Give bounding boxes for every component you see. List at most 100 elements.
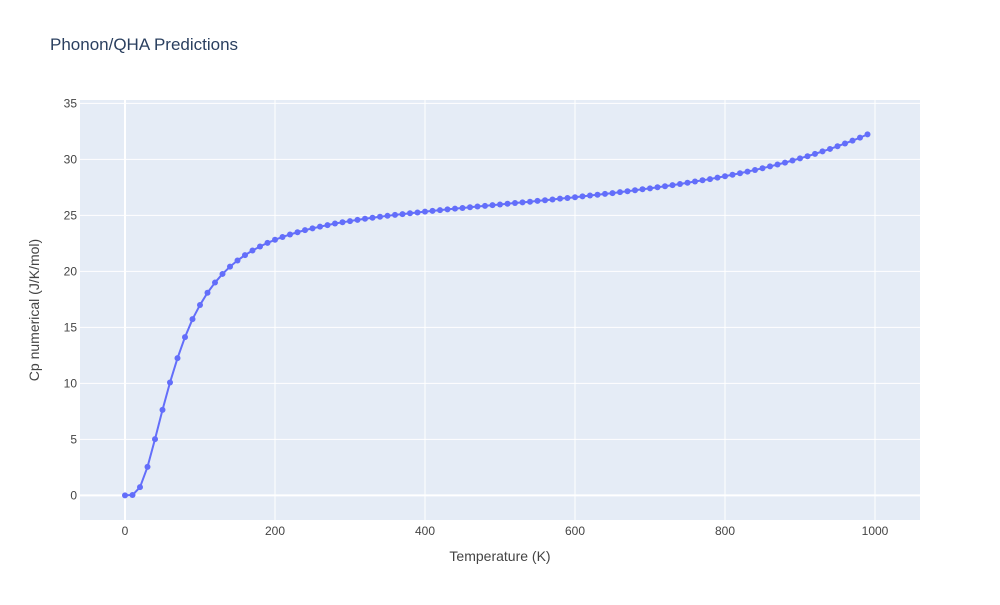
data-point[interactable]: [819, 148, 826, 155]
data-point[interactable]: [587, 192, 593, 199]
data-point[interactable]: [699, 177, 706, 184]
data-point[interactable]: [437, 207, 443, 214]
data-point[interactable]: [189, 316, 196, 323]
data-point[interactable]: [467, 204, 473, 211]
data-point[interactable]: [129, 492, 136, 499]
data-point[interactable]: [542, 197, 548, 204]
data-point[interactable]: [384, 212, 391, 219]
data-point[interactable]: [257, 243, 263, 250]
data-point[interactable]: [392, 211, 398, 218]
data-point[interactable]: [287, 231, 293, 238]
data-point[interactable]: [692, 178, 698, 185]
data-point[interactable]: [429, 207, 436, 214]
data-point[interactable]: [774, 161, 781, 168]
data-point[interactable]: [234, 257, 241, 264]
data-point[interactable]: [812, 150, 818, 157]
data-point[interactable]: [152, 436, 158, 443]
data-point[interactable]: [804, 153, 811, 160]
data-point[interactable]: [362, 215, 368, 222]
data-point[interactable]: [759, 165, 766, 172]
data-point[interactable]: [594, 191, 601, 198]
data-point[interactable]: [662, 183, 668, 190]
data-point[interactable]: [534, 197, 541, 204]
data-point[interactable]: [489, 202, 496, 209]
data-point[interactable]: [347, 218, 353, 225]
data-point[interactable]: [707, 176, 713, 183]
data-point[interactable]: [849, 137, 856, 144]
data-point[interactable]: [422, 208, 428, 215]
data-point[interactable]: [144, 463, 151, 470]
data-point[interactable]: [204, 289, 211, 296]
data-point[interactable]: [137, 484, 143, 491]
data-point[interactable]: [602, 190, 608, 197]
data-point[interactable]: [617, 189, 623, 196]
data-point[interactable]: [624, 188, 631, 195]
data-point[interactable]: [264, 239, 271, 246]
data-point[interactable]: [789, 157, 796, 164]
data-point[interactable]: [414, 209, 421, 216]
data-point[interactable]: [249, 247, 256, 254]
data-point[interactable]: [729, 171, 736, 178]
data-point[interactable]: [377, 213, 383, 220]
data-point[interactable]: [159, 406, 166, 413]
data-point[interactable]: [677, 181, 683, 187]
data-point[interactable]: [302, 227, 308, 234]
data-point[interactable]: [182, 334, 188, 341]
data-point[interactable]: [767, 163, 773, 170]
data-point[interactable]: [669, 182, 676, 189]
data-point[interactable]: [174, 355, 181, 362]
data-point[interactable]: [452, 205, 458, 212]
data-point[interactable]: [737, 170, 743, 177]
data-point[interactable]: [857, 134, 863, 141]
data-point[interactable]: [827, 145, 833, 152]
data-point[interactable]: [504, 200, 511, 207]
data-point[interactable]: [527, 198, 533, 205]
data-point[interactable]: [842, 140, 848, 147]
data-point[interactable]: [549, 196, 556, 203]
data-point[interactable]: [332, 220, 338, 227]
data-point[interactable]: [579, 193, 586, 200]
data-point[interactable]: [864, 131, 871, 138]
data-point[interactable]: [317, 223, 323, 230]
data-point[interactable]: [167, 379, 173, 386]
data-point[interactable]: [459, 204, 466, 211]
data-point[interactable]: [272, 236, 278, 243]
data-point[interactable]: [654, 184, 661, 191]
data-point[interactable]: [227, 263, 233, 270]
data-point[interactable]: [444, 206, 451, 213]
data-point[interactable]: [474, 203, 481, 210]
data-point[interactable]: [834, 143, 841, 150]
data-point[interactable]: [407, 210, 413, 217]
data-point[interactable]: [294, 229, 301, 236]
data-point[interactable]: [482, 202, 488, 209]
data-point[interactable]: [557, 195, 563, 202]
data-point[interactable]: [122, 492, 128, 499]
data-point[interactable]: [744, 168, 751, 175]
data-point[interactable]: [309, 225, 316, 232]
data-point[interactable]: [219, 270, 226, 277]
data-point[interactable]: [647, 185, 653, 192]
data-point[interactable]: [797, 155, 803, 162]
data-point[interactable]: [722, 173, 728, 180]
data-point[interactable]: [782, 159, 788, 166]
data-point[interactable]: [369, 214, 376, 221]
data-point[interactable]: [212, 279, 218, 286]
data-point[interactable]: [752, 167, 758, 173]
data-point[interactable]: [512, 200, 518, 207]
data-point[interactable]: [572, 194, 578, 201]
data-point[interactable]: [519, 199, 526, 206]
data-point[interactable]: [242, 252, 248, 259]
data-point[interactable]: [564, 195, 571, 201]
data-point[interactable]: [632, 187, 638, 194]
data-point[interactable]: [324, 222, 331, 229]
data-point[interactable]: [339, 219, 346, 226]
data-point[interactable]: [714, 174, 721, 181]
data-point[interactable]: [354, 216, 361, 223]
data-point[interactable]: [279, 233, 286, 240]
data-point[interactable]: [399, 211, 406, 218]
data-point[interactable]: [197, 301, 203, 308]
data-point[interactable]: [497, 201, 503, 208]
data-point[interactable]: [609, 190, 616, 197]
data-point[interactable]: [639, 186, 646, 193]
data-point[interactable]: [684, 179, 691, 186]
